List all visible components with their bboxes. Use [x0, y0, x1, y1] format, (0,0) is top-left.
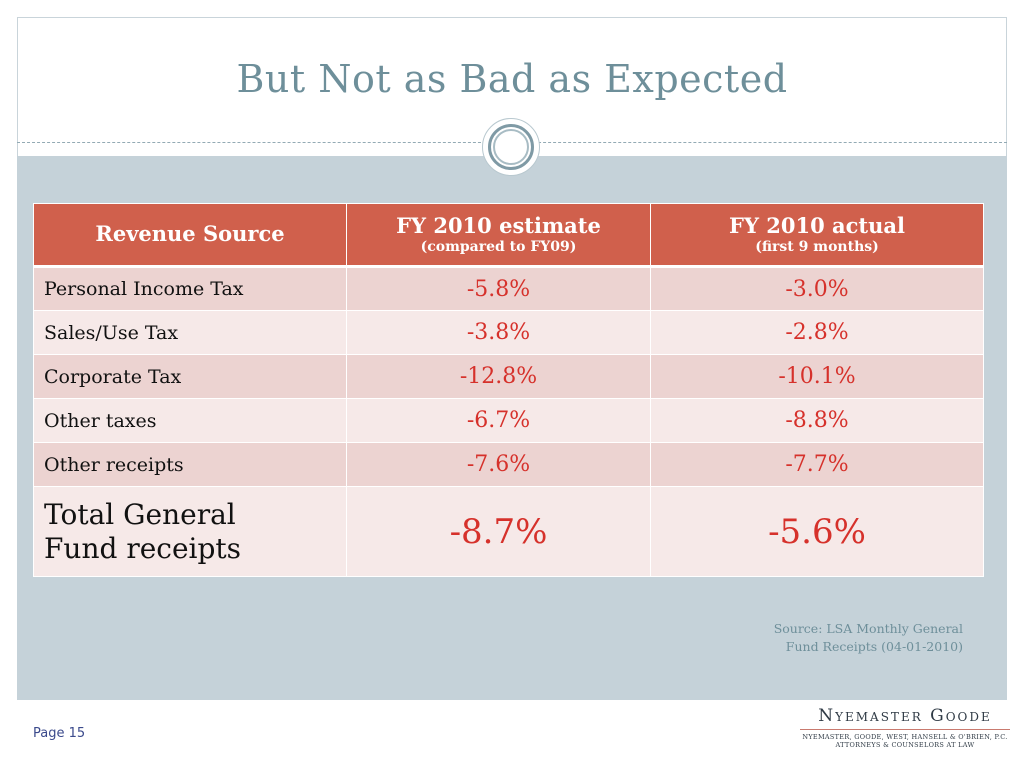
row-source: Corporate Tax [33, 354, 347, 399]
table-row: Corporate Tax -12.8% -10.1% [33, 354, 984, 399]
table-row: Other receipts -7.6% -7.7% [33, 442, 984, 487]
row-source: Sales/Use Tax [33, 310, 347, 355]
table-header-row: Revenue Source FY 2010 estimate (compare… [33, 203, 984, 268]
row-estimate: -5.8% [346, 266, 651, 311]
ring-ornament-inner [493, 129, 529, 165]
revenue-table: Revenue Source FY 2010 estimate (compare… [33, 203, 984, 577]
slide-title: But Not as Bad as Expected [236, 56, 788, 101]
total-source-line1: Total General [44, 497, 236, 531]
row-source: Personal Income Tax [33, 266, 347, 311]
header-revenue-source: Revenue Source [33, 203, 347, 268]
logo-name: Nyemaster Goode [818, 706, 992, 726]
header-fy2010-actual: FY 2010 actual (first 9 months) [650, 203, 984, 268]
source-line: Source: LSA Monthly General [773, 621, 963, 636]
header-fy2010-estimate: FY 2010 estimate (compared to FY09) [346, 203, 651, 268]
source-line: Fund Receipts (04-01-2010) [785, 639, 963, 655]
table-row: Sales/Use Tax -3.8% -2.8% [33, 310, 984, 355]
row-estimate: -3.8% [346, 310, 651, 355]
row-actual: -7.7% [650, 442, 984, 487]
row-estimate: -12.8% [346, 354, 651, 399]
table-row: Other taxes -6.7% -8.8% [33, 398, 984, 443]
row-estimate: -6.7% [346, 398, 651, 443]
logo-line1: Nyemaster, Goode, West, Hansell & O'Brie… [802, 733, 1008, 741]
total-estimate: -8.7% [346, 486, 651, 577]
total-actual: -5.6% [650, 486, 984, 577]
title-area: But Not as Bad as Expected [17, 17, 1007, 140]
source-note: Source: LSA Monthly General Fund Receipt… [700, 620, 963, 656]
logo-line2: Attorneys & Counselors at Law [835, 741, 975, 750]
row-actual: -8.8% [650, 398, 984, 443]
row-source: Other taxes [33, 398, 347, 443]
row-estimate: -7.6% [346, 442, 651, 487]
total-source: Total General Fund receipts [33, 486, 347, 577]
firm-logo: Nyemaster Goode Nyemaster, Goode, West, … [800, 706, 1010, 750]
page-number: Page 15 [33, 726, 86, 741]
row-actual: -2.8% [650, 310, 984, 355]
row-actual: -3.0% [650, 266, 984, 311]
table-row: Personal Income Tax -5.8% -3.0% [33, 266, 984, 311]
total-row: Total General Fund receipts -8.7% -5.6% [33, 486, 984, 577]
header-actual-main: FY 2010 actual [729, 213, 905, 239]
logo-divider [800, 729, 1010, 730]
header-actual-sub: (first 9 months) [755, 238, 879, 255]
header-estimate-main: FY 2010 estimate [396, 213, 601, 239]
total-source-line2: Fund receipts [44, 531, 242, 565]
row-actual: -10.1% [650, 354, 984, 399]
header-estimate-sub: (compared to FY09) [420, 238, 577, 255]
row-source: Other receipts [33, 442, 347, 487]
